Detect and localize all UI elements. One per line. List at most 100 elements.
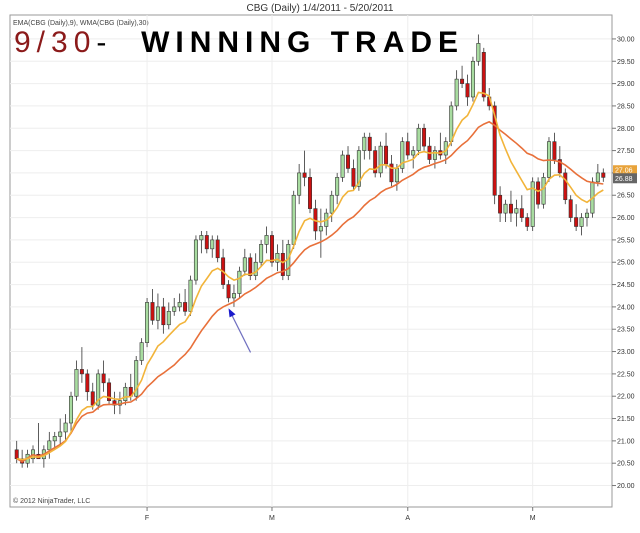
plot-frame xyxy=(9,14,613,508)
candle-body xyxy=(476,43,481,62)
y-axis: 20.00 20.50 21.00 21.50 22.00 22.50 23.00 23.50… xyxy=(611,15,635,507)
candle-body xyxy=(123,386,128,401)
trade-title: WINNING TRADE xyxy=(141,26,465,59)
candle xyxy=(400,137,405,173)
candle-body xyxy=(579,217,584,227)
y-tick-label: 23.50 xyxy=(617,327,635,334)
price-label: 26.88 xyxy=(613,173,637,184)
candle xyxy=(242,248,247,276)
candle xyxy=(568,195,573,223)
y-tick-label: 29.00 xyxy=(617,81,635,88)
candle xyxy=(367,132,372,160)
candle-body xyxy=(318,226,323,232)
candle xyxy=(204,230,209,254)
candle-body xyxy=(340,154,345,178)
candle xyxy=(74,360,79,401)
candle-body xyxy=(47,440,52,451)
candle xyxy=(460,65,465,89)
candle-body xyxy=(107,382,112,401)
candle-body xyxy=(541,177,546,205)
candle xyxy=(275,244,280,272)
candle xyxy=(308,168,312,214)
candle xyxy=(145,297,150,348)
candle xyxy=(231,284,236,307)
candle-body xyxy=(291,194,296,245)
y-tick-label: 25.50 xyxy=(617,237,635,244)
candle-body xyxy=(96,373,101,406)
candle-body xyxy=(400,141,405,169)
candle-body xyxy=(394,168,399,183)
candle-body xyxy=(161,306,166,326)
candle xyxy=(139,338,144,365)
y-tick-label: 24.50 xyxy=(617,282,635,289)
candle-body xyxy=(14,449,19,460)
candle xyxy=(601,168,606,182)
candle xyxy=(563,168,568,205)
candle xyxy=(335,172,340,205)
candle-body xyxy=(210,239,215,250)
candle-body xyxy=(454,78,459,107)
candle-body xyxy=(367,136,372,151)
candle-body xyxy=(552,141,557,160)
candle xyxy=(530,177,535,231)
candle xyxy=(454,70,459,111)
candle-body xyxy=(378,145,383,174)
candle xyxy=(373,146,378,178)
candle-body xyxy=(226,284,231,299)
candle xyxy=(514,199,519,227)
y-tick-label: 30.00 xyxy=(617,36,635,43)
y-tick-label: 28.00 xyxy=(617,126,635,133)
candle xyxy=(79,347,84,383)
candle-body xyxy=(335,177,340,196)
candle-body xyxy=(177,302,182,308)
y-tick-label: 23.00 xyxy=(617,349,635,356)
candle xyxy=(503,199,508,223)
candle-body xyxy=(280,253,285,276)
candle-body xyxy=(101,373,106,384)
trade-date: 9/30 xyxy=(14,26,97,59)
candle xyxy=(541,172,546,209)
x-tick-label: F xyxy=(145,515,149,522)
candle xyxy=(155,293,160,330)
candle xyxy=(492,101,497,205)
candle xyxy=(552,132,557,164)
candle-body xyxy=(193,239,198,281)
y-tick-label: 29.50 xyxy=(617,59,635,66)
candle xyxy=(405,132,410,160)
y-tick-label: 24.00 xyxy=(617,304,635,311)
candle xyxy=(177,293,182,312)
chart-title: CBG (Daily) 1/4/2011 - 5/20/2011 xyxy=(247,3,394,14)
trade-title-overlay: 9/30- WINNING TRADE xyxy=(14,28,464,58)
candle xyxy=(193,235,198,285)
candle xyxy=(432,146,437,169)
candle-body xyxy=(557,159,562,174)
candle-body xyxy=(172,306,177,312)
candle-body xyxy=(362,136,367,151)
candle-body xyxy=(308,177,312,209)
indicator-label: EMA(CBG (Daily),9), WMA(CBG (Daily),30) xyxy=(13,20,149,27)
candle xyxy=(536,177,541,209)
candle xyxy=(476,34,481,66)
candle-body xyxy=(199,235,204,241)
y-tick-label: 26.50 xyxy=(617,193,635,200)
candle xyxy=(498,186,503,223)
candle xyxy=(465,74,470,106)
candle-body xyxy=(389,163,394,183)
candle xyxy=(166,302,171,330)
y-tick-label: 25.00 xyxy=(617,260,635,267)
candle xyxy=(183,289,188,316)
candle xyxy=(47,431,52,459)
candle xyxy=(134,356,139,401)
y-tick-label: 20.50 xyxy=(617,461,635,468)
candle xyxy=(253,253,258,281)
candle-body xyxy=(242,257,247,272)
candle xyxy=(215,235,220,263)
price-label-text: 26.88 xyxy=(615,176,633,183)
candle xyxy=(63,414,68,441)
y-tick-label: 26.00 xyxy=(617,215,635,222)
candle-body xyxy=(384,145,389,165)
candle xyxy=(259,239,264,267)
candle-body xyxy=(188,279,193,312)
candle-body xyxy=(465,83,470,98)
